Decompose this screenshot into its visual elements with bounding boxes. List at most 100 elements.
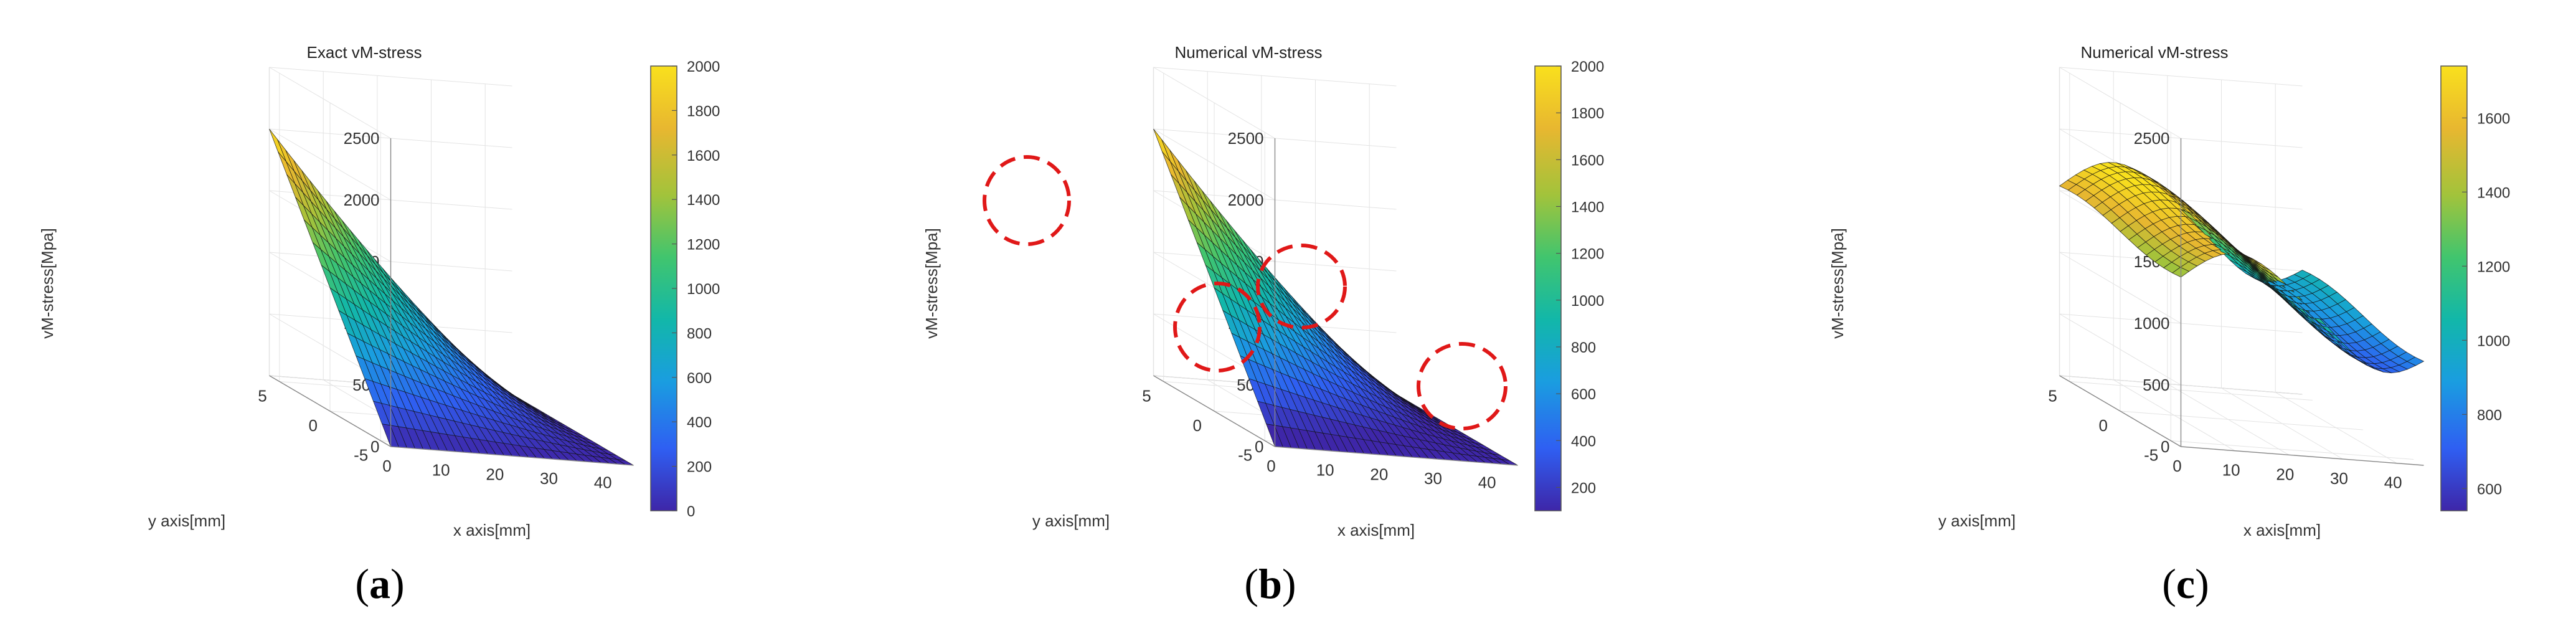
colorbar-tick-label: 1000 xyxy=(2477,333,2510,349)
panel-b: Numerical vM-stress25002000150010005000v… xyxy=(922,43,1604,539)
colorbar-tick-label: 0 xyxy=(687,503,695,520)
surface-patch xyxy=(1153,128,1171,162)
y-axis-line xyxy=(1153,375,1275,447)
x-tick-label: 0 xyxy=(2173,457,2181,475)
colorbar-tick-label: 600 xyxy=(1571,386,1596,403)
x-gridline xyxy=(2167,75,2290,455)
z-tick-label: 0 xyxy=(370,437,379,456)
x-tick-label: 40 xyxy=(594,473,612,492)
y-axis-line xyxy=(2059,375,2181,447)
y-axis-label: y axis[mm] xyxy=(1938,511,2016,530)
colorbar-tick-label: 2000 xyxy=(1571,59,1604,75)
x-axis-line xyxy=(390,446,634,466)
colorbar-tick-label: 1800 xyxy=(687,103,720,120)
y-tick-label: 5 xyxy=(2048,387,2057,406)
y-axis-ticks: 5 0 -5 xyxy=(258,387,368,465)
panel-label-b: (b) xyxy=(1244,560,1296,607)
annotation-circles xyxy=(983,155,1507,430)
x-gridline xyxy=(2275,83,2397,464)
x-axis-label: x axis[mm] xyxy=(453,521,531,539)
x-axis-ticks: 0 10 20 30 40 xyxy=(382,457,611,492)
z-gridline xyxy=(2059,67,2303,139)
x-tick-label: 20 xyxy=(2276,465,2294,483)
colorbar-tick-label: 1200 xyxy=(1571,246,1604,263)
y-axis-ticks: 5 0 -5 xyxy=(2048,387,2158,465)
x-axis-line xyxy=(2181,446,2424,466)
dashed-circle-annotation xyxy=(1173,282,1262,372)
z-axis-label: vM-stress[Mpa] xyxy=(38,228,57,339)
colorbar-tick-label: 200 xyxy=(1571,480,1596,496)
x-tick-label: 20 xyxy=(1370,465,1388,483)
y-axis-line xyxy=(269,375,391,447)
x-tick-label: 30 xyxy=(1424,469,1442,488)
colorbar-tick-label: 400 xyxy=(687,414,712,431)
colorbar: 1600 1400 1200 1000 800 600 xyxy=(2440,65,2510,511)
colorbar-tick-label: 1200 xyxy=(687,237,720,254)
surface-mesh xyxy=(1153,128,1518,466)
x-tick-label: 30 xyxy=(2330,469,2348,488)
z-gridline xyxy=(269,67,512,139)
panel-c: Numerical vM-stress25002000150010005000v… xyxy=(1828,43,2510,539)
x-tick-label: 0 xyxy=(382,457,391,475)
colorbar-bar xyxy=(2440,65,2468,511)
x-tick-label: 10 xyxy=(2222,461,2240,480)
z-tick-label: 0 xyxy=(2161,437,2169,456)
y-tick-label: 0 xyxy=(2099,416,2108,435)
z-tick-label: 500 xyxy=(2143,376,2169,394)
x-axis-label: x axis[mm] xyxy=(1338,521,1415,539)
x-axis-ticks: 0 10 20 30 40 xyxy=(2173,457,2402,492)
z-tick-label: 2000 xyxy=(344,191,380,209)
colorbar-bar xyxy=(1534,65,1562,511)
panel-label-c: (c) xyxy=(2162,560,2209,607)
dashed-circle-annotation xyxy=(1417,342,1507,430)
x-tick-label: 30 xyxy=(540,469,558,488)
surface-patch xyxy=(2059,179,2077,191)
x-tick-label: 0 xyxy=(1267,457,1275,475)
chart-title: Numerical vM-stress xyxy=(2081,43,2229,62)
x-axis-label: x axis[mm] xyxy=(2243,521,2321,539)
y-tick-label: 5 xyxy=(258,387,267,406)
surface-patch xyxy=(269,128,286,162)
z-tick-label: 1000 xyxy=(2134,314,2170,333)
dashed-circle-annotation xyxy=(1256,244,1347,330)
chart-title: Numerical vM-stress xyxy=(1175,43,1323,62)
x-tick-label: 20 xyxy=(486,465,504,483)
y-tick-label: 0 xyxy=(1193,416,1202,435)
colorbar-tick-label: 1200 xyxy=(2477,259,2510,275)
colorbar-tick-label: 200 xyxy=(687,459,712,476)
colorbar-tick-label: 400 xyxy=(1571,433,1596,450)
z-tick-label: 2500 xyxy=(1228,129,1264,148)
x-axis-ticks: 0 10 20 30 40 xyxy=(1267,457,1496,492)
colorbar-tick-label: 1400 xyxy=(1571,199,1604,216)
colorbar-tick-label: 800 xyxy=(1571,339,1596,356)
y-tick-label: -5 xyxy=(2144,446,2158,465)
colorbar-tick-label: 1400 xyxy=(687,192,720,209)
z-gridline xyxy=(1153,67,1397,139)
z-axis-label: vM-stress[Mpa] xyxy=(922,228,941,339)
colorbar-tick-label: 800 xyxy=(687,325,712,342)
chart-title: Exact vM-stress xyxy=(307,43,422,62)
x-tick-label: 10 xyxy=(432,461,450,480)
colorbar-tick-label: 600 xyxy=(687,370,712,387)
x-axis-line xyxy=(1275,446,1518,466)
x-tick-label: 40 xyxy=(1478,473,1496,492)
colorbar-tick-label: 800 xyxy=(2477,407,2502,424)
x-tick-label: 10 xyxy=(1316,461,1334,480)
dashed-circle-annotation xyxy=(983,155,1071,246)
x-gridline xyxy=(2221,80,2343,460)
colorbar-tick-label: 1600 xyxy=(2477,110,2510,127)
surface-mesh xyxy=(269,128,634,466)
colorbar-tick-label: 1600 xyxy=(687,148,720,164)
z-axis-label: vM-stress[Mpa] xyxy=(1828,228,1847,339)
colorbar-tick-label: 600 xyxy=(2477,481,2502,498)
y-axis-label: y axis[mm] xyxy=(148,511,225,530)
colorbar: 2000 1800 1600 1400 1200 1000 800 600 400 200 xyxy=(1534,59,1604,511)
colorbar-tick-label: 1400 xyxy=(2477,184,2510,201)
z-tick-label: 2000 xyxy=(1228,191,1264,209)
z-tick-label: 2500 xyxy=(2134,129,2170,148)
z-tick-label: 2500 xyxy=(344,129,380,148)
y-tick-label: -5 xyxy=(1238,446,1252,465)
y-tick-label: 0 xyxy=(309,416,318,435)
y-tick-label: 5 xyxy=(1142,387,1151,406)
